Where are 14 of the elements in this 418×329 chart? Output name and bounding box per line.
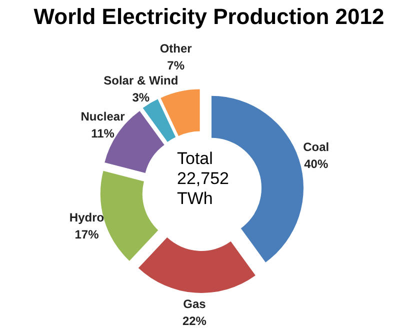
data-label: 22% — [182, 314, 207, 328]
data-label: 3% — [132, 90, 150, 105]
data-label: 7% — [167, 58, 185, 73]
chart-title: World Electricity Production 2012 — [32, 3, 386, 31]
slice-label: Other — [160, 42, 192, 56]
slice-label: Hydro — [69, 210, 104, 224]
data-label: 17% — [74, 227, 100, 242]
data-label: 40% — [304, 156, 328, 171]
slice-label: Solar & Wind — [104, 74, 178, 88]
slice-label: Gas — [183, 296, 206, 311]
slice-label: Coal — [303, 140, 330, 154]
data-label: 11% — [91, 126, 115, 141]
text: Total 22,752 TWh — [177, 149, 229, 208]
slice-label: Nuclear — [80, 110, 126, 124]
